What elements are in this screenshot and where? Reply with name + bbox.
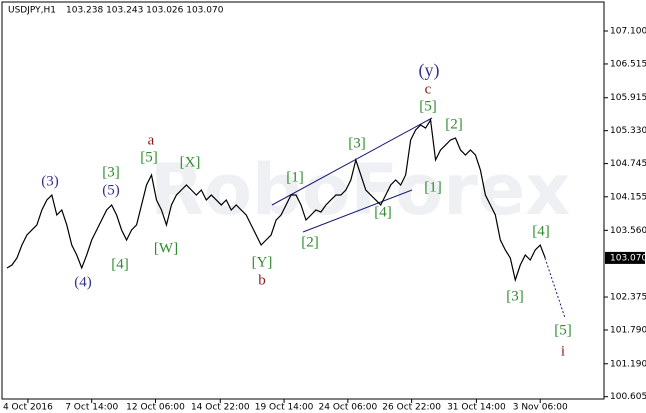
forecast-line bbox=[544, 257, 566, 319]
current-price-box bbox=[605, 251, 645, 264]
wave-label: b bbox=[258, 272, 266, 288]
price-line bbox=[6, 118, 546, 283]
wave-label: [Y] bbox=[252, 254, 273, 270]
wave-label: [3] bbox=[348, 135, 366, 151]
wave-label: [1] bbox=[424, 179, 442, 195]
wave-label: [2] bbox=[301, 234, 319, 250]
y-tick-label: 106.515 bbox=[610, 59, 646, 69]
y-tick-label: 105.330 bbox=[610, 126, 646, 136]
y-tick-label: 105.915 bbox=[610, 93, 646, 103]
x-tick-label: 19 Oct 14:00 bbox=[255, 403, 314, 413]
wave-label: (y) bbox=[419, 60, 440, 81]
y-tick-label: 100.605 bbox=[610, 392, 646, 402]
wave-label: (3) bbox=[41, 173, 59, 189]
x-tick-label: 4 Oct 2016 bbox=[3, 403, 53, 413]
wave-label: [5] bbox=[419, 98, 437, 114]
y-tick-label: 102.375 bbox=[610, 293, 646, 303]
wave-label: [5] bbox=[140, 149, 158, 165]
wave-label: [3] bbox=[102, 164, 120, 180]
ohlc-values: 103.238 103.243 103.026 103.070 bbox=[66, 6, 224, 16]
wave-label: [4] bbox=[374, 204, 392, 220]
wave-label: [2] bbox=[445, 116, 463, 132]
x-tick-label: 24 Oct 06:00 bbox=[319, 403, 378, 413]
plot-frame bbox=[1, 1, 605, 400]
symbol-title: USDJPY,H1 bbox=[8, 6, 56, 16]
x-tick-label: 7 Oct 14:00 bbox=[65, 403, 118, 413]
y-tick-label: 101.190 bbox=[610, 359, 646, 369]
watermark: RoboForex bbox=[150, 149, 570, 231]
x-tick-label: 31 Oct 14:00 bbox=[447, 403, 506, 413]
wave-label: [3] bbox=[506, 288, 524, 304]
y-tick-label: 104.155 bbox=[610, 192, 646, 202]
x-tick-label: 3 Nov 06:00 bbox=[513, 403, 568, 413]
wave-label: [4] bbox=[111, 256, 129, 272]
wave-label: c bbox=[425, 81, 432, 97]
wave-label: [5] bbox=[554, 322, 572, 338]
wave-label: a bbox=[148, 132, 155, 148]
wave-label: i bbox=[561, 343, 565, 359]
wave-label: [X] bbox=[180, 154, 201, 170]
y-tick-label: 107.100 bbox=[610, 27, 646, 37]
x-tick-label: 26 Oct 22:00 bbox=[382, 403, 441, 413]
current-price-label: 103.070 bbox=[610, 253, 646, 263]
wave-label: [W] bbox=[154, 240, 178, 256]
wave-label: (4) bbox=[74, 274, 92, 290]
y-tick-label: 101.790 bbox=[610, 325, 646, 335]
wave-label: [1] bbox=[286, 169, 304, 185]
y-tick-label: 103.560 bbox=[610, 226, 646, 236]
x-tick-label: 14 Oct 22:00 bbox=[191, 403, 250, 413]
y-tick-label: 104.745 bbox=[610, 159, 646, 169]
wave-label: [4] bbox=[532, 223, 550, 239]
x-tick-label: 12 Oct 06:00 bbox=[126, 403, 185, 413]
channel-line bbox=[302, 189, 413, 233]
channel-line bbox=[271, 117, 433, 206]
wave-label: (5) bbox=[102, 182, 120, 198]
